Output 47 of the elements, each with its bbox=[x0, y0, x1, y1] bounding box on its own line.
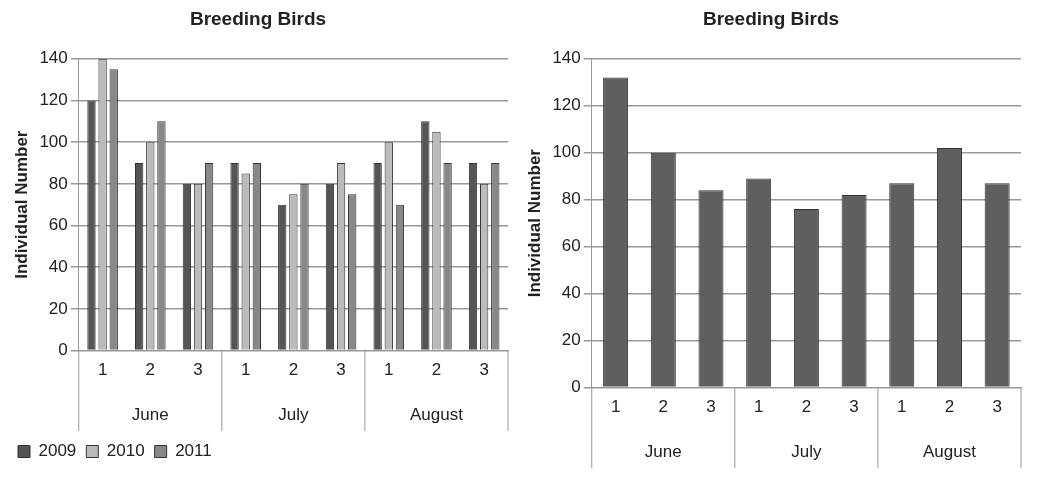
x-tick-label: 1 bbox=[97, 360, 108, 380]
legend-label: 2011 bbox=[175, 441, 212, 461]
y-tick-label: 20 bbox=[48, 298, 68, 318]
chart-title: Breeding Birds bbox=[189, 7, 327, 29]
text: August bbox=[922, 441, 977, 461]
x-tick-label: 1 bbox=[384, 360, 394, 380]
x-tick-label: 3 bbox=[336, 360, 346, 380]
text: June bbox=[644, 441, 682, 461]
x-tick-label: 3 bbox=[849, 397, 859, 417]
x-tick-label: 3 bbox=[992, 397, 1002, 417]
y-tick-label: 20 bbox=[561, 330, 581, 350]
legend-label: 2010 bbox=[106, 441, 145, 461]
x-tick-label: 1 bbox=[897, 397, 907, 417]
x-tick-label: 3 bbox=[479, 360, 489, 380]
text: July bbox=[791, 441, 822, 461]
x-tick-label: 1 bbox=[753, 397, 764, 417]
text: July bbox=[278, 404, 309, 424]
y-tick-label: 80 bbox=[48, 173, 68, 193]
x-tick-label: 2 bbox=[944, 397, 955, 417]
y-tick-label: 140 bbox=[39, 48, 68, 68]
x-tick-label: 2 bbox=[801, 397, 812, 417]
x-tick-label: 2 bbox=[288, 360, 299, 380]
x-tick-label: 2 bbox=[145, 360, 156, 380]
y-tick-label: 0 bbox=[58, 340, 68, 360]
x-tick-label: 1 bbox=[240, 360, 251, 380]
y-tick-label: 80 bbox=[561, 189, 581, 209]
y-tick-label: 40 bbox=[48, 256, 68, 276]
y-tick-label: 0 bbox=[571, 377, 581, 397]
y-tick-label: 140 bbox=[552, 48, 581, 68]
y-tick-label: 40 bbox=[561, 283, 581, 303]
x-tick-label: 2 bbox=[658, 397, 669, 417]
y-tick-label: 120 bbox=[39, 90, 68, 110]
y-tick-label: 120 bbox=[552, 95, 581, 115]
x-tick-label: 1 bbox=[610, 397, 621, 417]
y-axis-title: Individual Number bbox=[524, 148, 544, 298]
y-tick-label: 100 bbox=[39, 131, 68, 151]
y-tick-label: 60 bbox=[561, 236, 581, 256]
x-tick-label: 3 bbox=[193, 360, 203, 380]
x-tick-label: 3 bbox=[706, 397, 716, 417]
legend-label: 2009 bbox=[38, 441, 77, 461]
y-tick-label: 100 bbox=[552, 142, 581, 162]
text: June bbox=[131, 404, 169, 424]
y-tick-label: 60 bbox=[48, 215, 68, 235]
text: August bbox=[409, 404, 464, 424]
x-tick-label: 2 bbox=[431, 360, 442, 380]
chart-title: Breeding Birds bbox=[702, 7, 840, 29]
y-axis-title: Individual Number bbox=[11, 130, 31, 279]
